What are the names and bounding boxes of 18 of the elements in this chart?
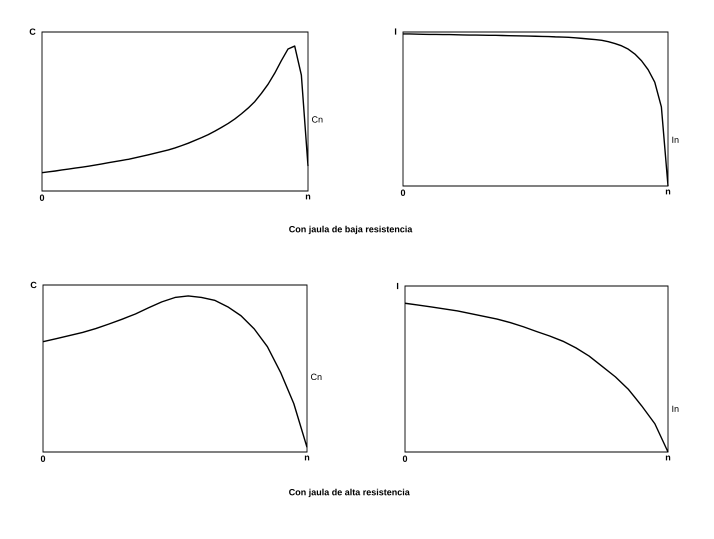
x-tick-label: 0: [402, 456, 408, 462]
text: Cn: [310, 374, 322, 380]
y-axis-title: I: [394, 28, 396, 35]
text: In: [672, 406, 678, 412]
x-tick-label: n: [304, 456, 310, 460]
x-tick-label: n: [666, 456, 670, 460]
text: Con jaula de baja resistencia: [289, 226, 412, 234]
text: In: [672, 136, 678, 143]
x-tick-label: n: [306, 194, 310, 200]
x-tick-label: 0: [400, 190, 406, 196]
text: Con jaula de alta resistencia: [289, 488, 410, 498]
x-tick-label: n: [666, 190, 670, 194]
y-axis-title: C: [30, 282, 37, 288]
x-tick-label: 0: [40, 194, 44, 201]
y-axis-title: I: [396, 282, 398, 290]
y-axis-title: C: [30, 28, 36, 35]
text: Cn: [312, 116, 322, 123]
x-tick-label: 0: [40, 456, 46, 462]
